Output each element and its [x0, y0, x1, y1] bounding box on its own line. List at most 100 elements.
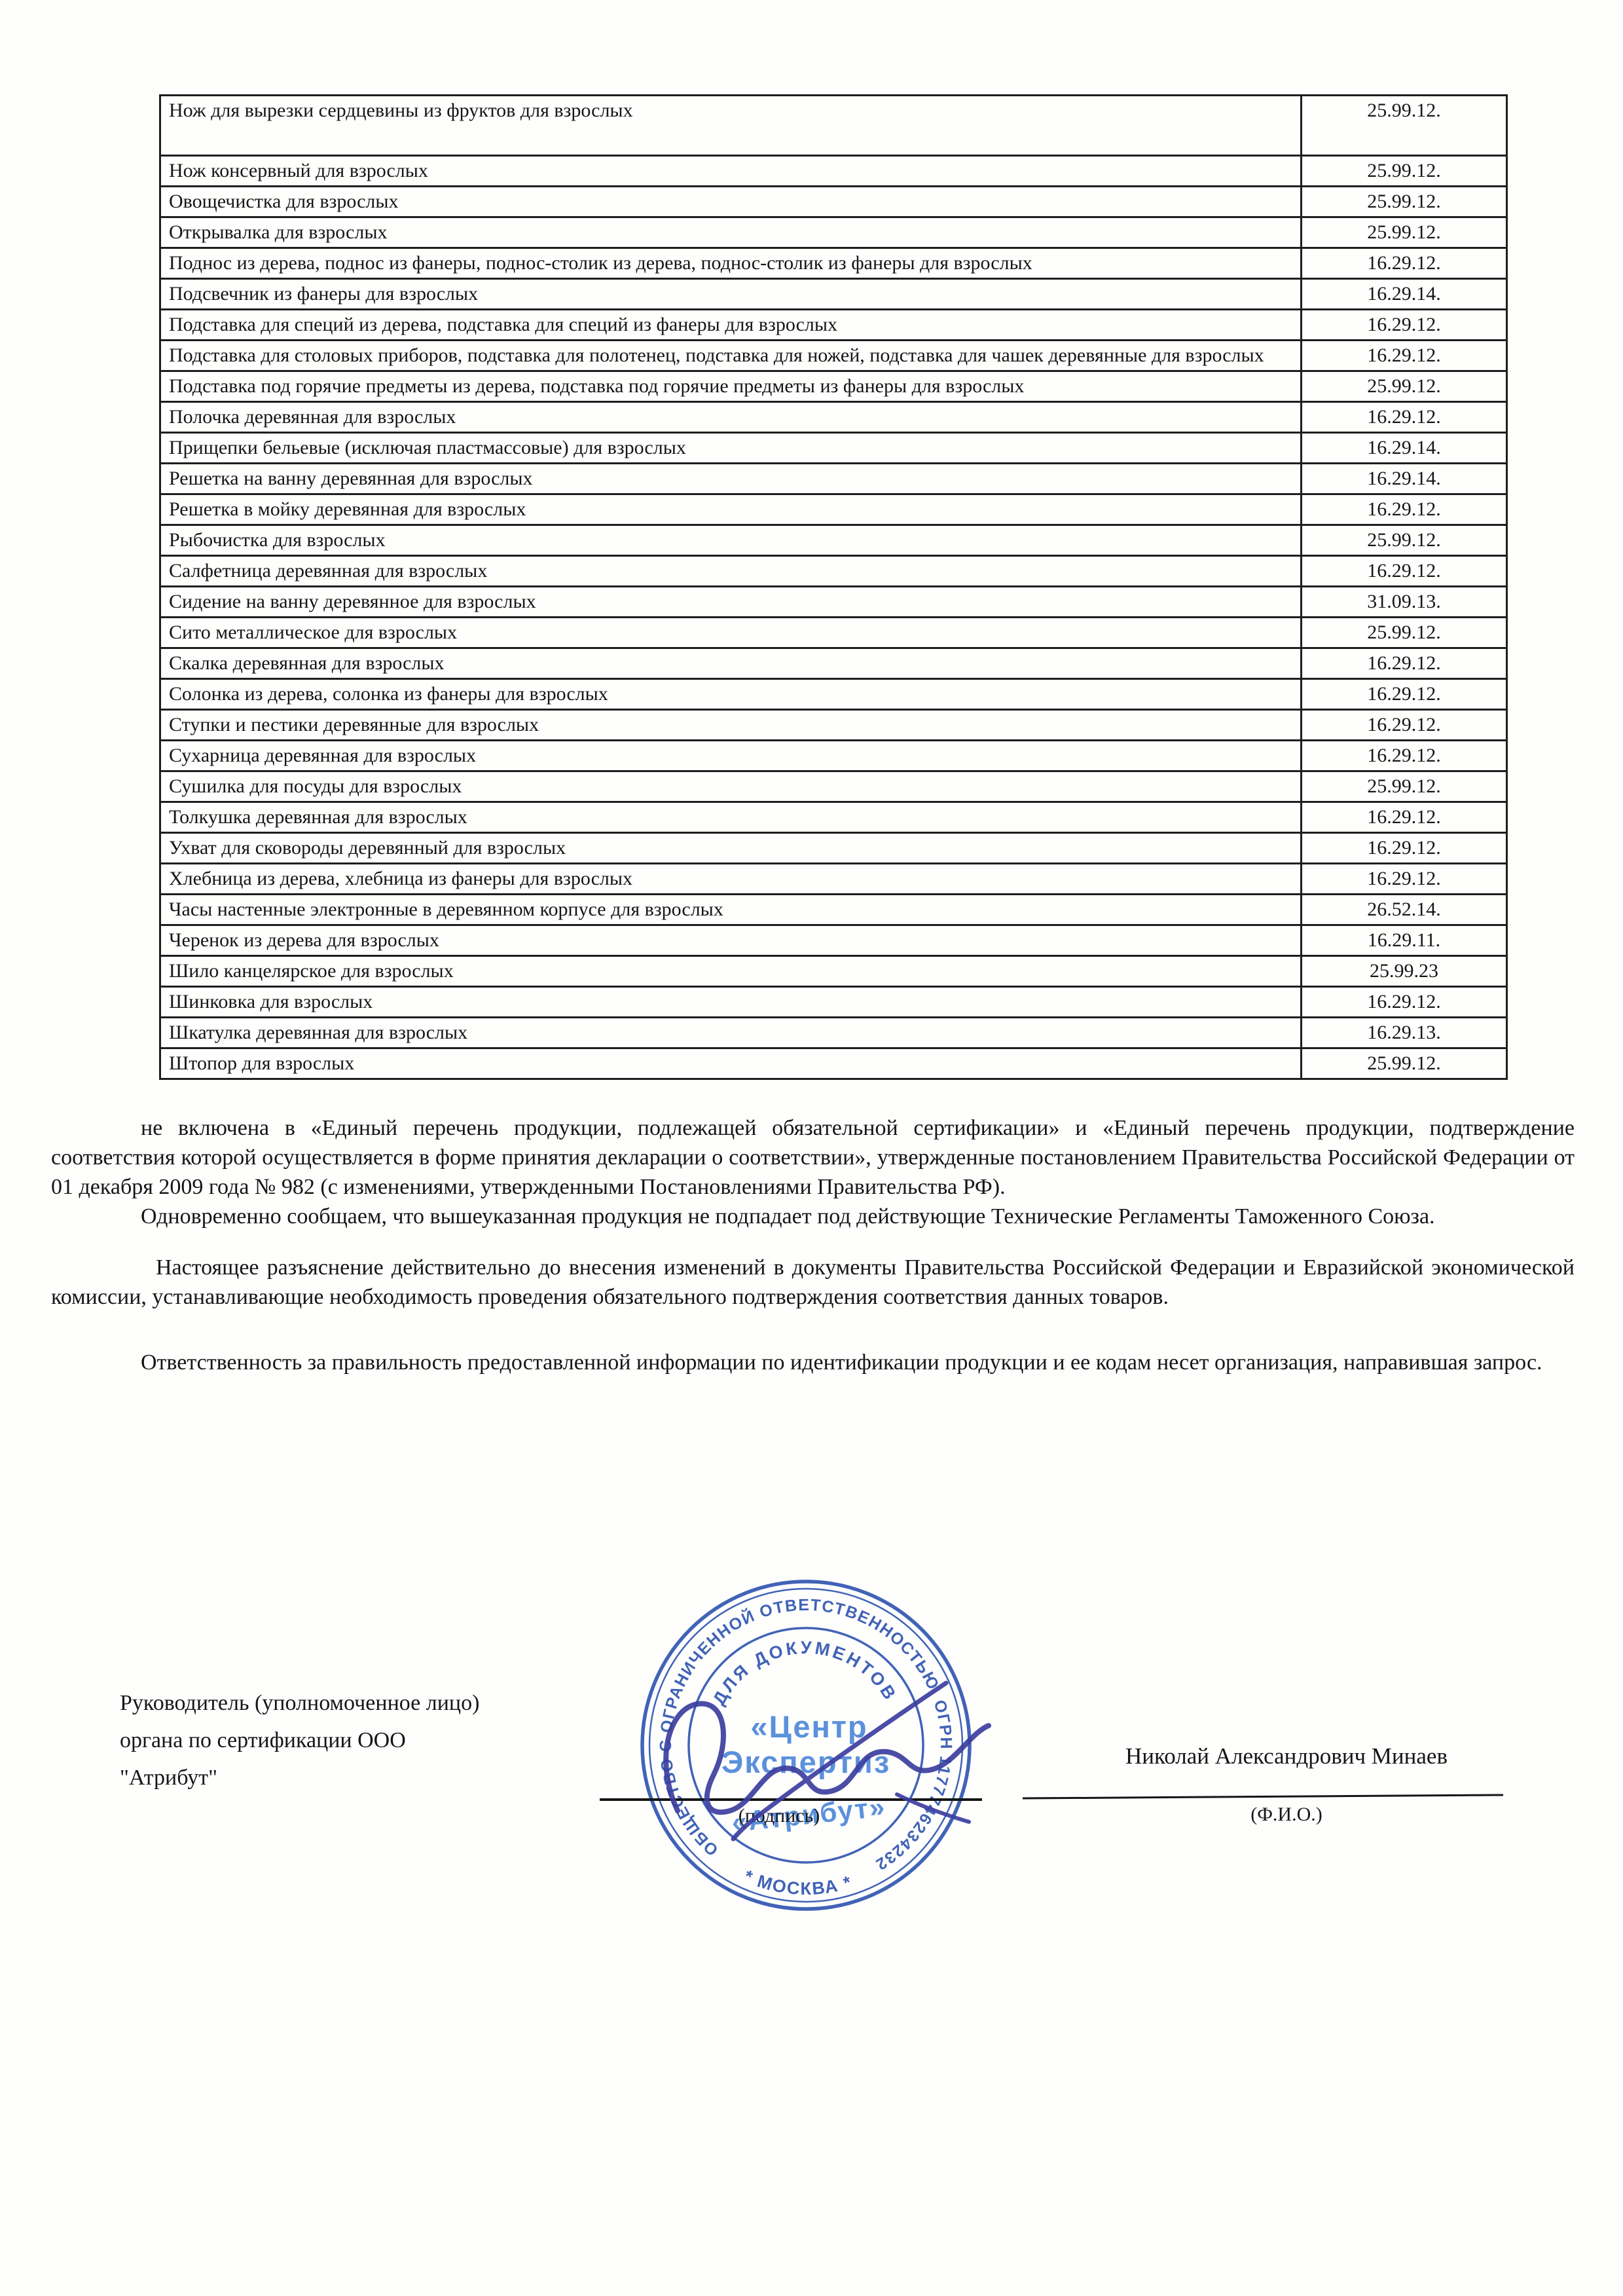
table-row: Подставка для специй из дерева, подставк…	[159, 308, 1508, 341]
company-stamp: ОБЩЕСТВО С ОГРАНИЧЕННОЙ ОТВЕТСТВЕННОСТЬЮ…	[640, 1580, 972, 1911]
product-code-cell: 25.99.12.	[1300, 216, 1508, 249]
table-row: Сидение на ванну деревянное для взрослых…	[159, 585, 1508, 618]
product-code-cell: 25.99.23	[1300, 955, 1508, 988]
product-name-cell: Черенок из дерева для взрослых	[159, 924, 1302, 957]
product-code-cell: 25.99.12.	[1300, 616, 1508, 649]
table-row: Овощечистка для взрослых 25.99.12.	[159, 185, 1508, 218]
product-name-cell: Сухарница деревянная для взрослых	[159, 739, 1302, 772]
paragraph-responsibility: Ответственность за правильность предоста…	[141, 1350, 1542, 1375]
table-row: Решетка на ванну деревянная для взрослых…	[159, 462, 1508, 495]
signer-title-block: Руководитель (уполномоченное лицо) орган…	[120, 1684, 479, 1796]
product-code-cell: 25.99.12.	[1300, 155, 1508, 187]
table-row: Открывалка для взрослых 25.99.12.	[159, 216, 1508, 249]
product-name-cell: Скалка деревянная для взрослых	[159, 647, 1302, 680]
product-name-cell: Шинковка для взрослых	[159, 986, 1302, 1018]
table-row: Подставка для столовых приборов, подстав…	[159, 339, 1508, 372]
table-row: Ступки и пестики деревянные для взрослых…	[159, 709, 1508, 741]
product-name-cell: Поднос из дерева, поднос из фанеры, подн…	[159, 247, 1302, 280]
handwritten-signature	[663, 1680, 991, 1842]
product-code-cell: 16.29.13.	[1300, 1016, 1508, 1049]
table-row: Подставка под горячие предметы из дерева…	[159, 370, 1508, 403]
product-code-cell: 16.29.12.	[1300, 801, 1508, 834]
product-name-cell: Толкушка деревянная для взрослых	[159, 801, 1302, 834]
product-name-cell: Ухват для сковороды деревянный для взрос…	[159, 832, 1302, 864]
product-code-cell: 16.29.14.	[1300, 462, 1508, 495]
product-name-cell: Нож для вырезки сердцевины из фруктов дл…	[159, 94, 1302, 157]
product-name-cell: Шкатулка деревянная для взрослых	[159, 1016, 1302, 1049]
letter-body: не включена в «Единый перечень продукции…	[51, 1113, 1575, 1377]
product-name-cell: Сидение на ванну деревянное для взрослых	[159, 585, 1302, 618]
table-row: Шинковка для взрослых 16.29.12.	[159, 986, 1508, 1018]
product-code-cell: 16.29.12.	[1300, 709, 1508, 741]
product-name-cell: Сито металлическое для взрослых	[159, 616, 1302, 649]
product-code-table: Нож для вырезки сердцевины из фруктов дл…	[159, 94, 1508, 1080]
table-row: Полочка деревянная для взрослых 16.29.12.	[159, 401, 1508, 434]
product-code-cell: 16.29.12.	[1300, 493, 1508, 526]
product-name-cell: Решетка в мойку деревянная для взрослых	[159, 493, 1302, 526]
product-name-cell: Подсвечник из фанеры для взрослых	[159, 278, 1302, 310]
product-code-cell: 16.29.12.	[1300, 986, 1508, 1018]
table-row: Ухват для сковороды деревянный для взрос…	[159, 832, 1508, 864]
signer-title-line2: органа по сертификации ООО	[120, 1728, 406, 1752]
table-row: Хлебница из дерева, хлебница из фанеры д…	[159, 862, 1508, 895]
table-row: Салфетница деревянная для взрослых 16.29.…	[159, 555, 1508, 587]
product-table-body: Нож для вырезки сердцевины из фруктов дл…	[159, 94, 1508, 1080]
product-code-cell: 16.29.12.	[1300, 339, 1508, 372]
product-name-cell: Прищепки бельевые (исключая пластмассовы…	[159, 432, 1302, 464]
signer-name: Николай Александрович Минаев	[1125, 1743, 1448, 1769]
table-row: Рыбочистка для взрослых 25.99.12.	[159, 524, 1508, 557]
table-row: Солонка из дерева, солонка из фанеры для…	[159, 678, 1508, 711]
product-code-cell: 16.29.11.	[1300, 924, 1508, 957]
product-code-cell: 25.99.12.	[1300, 524, 1508, 557]
signer-title-line1: Руководитель (уполномоченное лицо)	[120, 1691, 480, 1715]
fio-line	[1022, 1794, 1504, 1800]
product-code-cell: 31.09.13.	[1300, 585, 1508, 618]
table-row: Прищепки бельевые (исключая пластмассовы…	[159, 432, 1508, 464]
product-code-cell: 16.29.14.	[1300, 432, 1508, 464]
product-name-cell: Рыбочистка для взрослых	[159, 524, 1302, 557]
product-code-cell: 25.99.12.	[1300, 370, 1508, 403]
product-name-cell: Часы настенные электронные в деревянном …	[159, 893, 1302, 926]
product-name-cell: Подставка под горячие предметы из дерева…	[159, 370, 1302, 403]
table-row: Толкушка деревянная для взрослых 16.29.12…	[159, 801, 1508, 834]
product-code-cell: 25.99.12.	[1300, 770, 1508, 803]
product-code-cell: 16.29.12.	[1300, 862, 1508, 895]
table-row: Черенок из дерева для взрослых 16.29.11.	[159, 924, 1508, 957]
table-row: Подсвечник из фанеры для взрослых 16.29.1…	[159, 278, 1508, 310]
product-name-cell: Солонка из дерева, солонка из фанеры для…	[159, 678, 1302, 711]
product-name-cell: Штопор для взрослых	[159, 1047, 1302, 1080]
product-name-cell: Нож консервный для взрослых	[159, 155, 1302, 187]
table-row: Решетка в мойку деревянная для взрослых 1…	[159, 493, 1508, 526]
paragraph-certification-lists: не включена в «Единый перечень продукции…	[51, 1116, 1575, 1199]
product-code-cell: 25.99.12.	[1300, 1047, 1508, 1080]
product-code-cell: 16.29.12.	[1300, 739, 1508, 772]
product-code-cell: 16.29.12.	[1300, 832, 1508, 864]
stamp-core-circle	[687, 1627, 924, 1864]
product-code-cell: 25.99.12.	[1300, 185, 1508, 218]
product-name-cell: Подставка для специй из дерева, подставк…	[159, 308, 1302, 341]
table-row: Сухарница деревянная для взрослых 16.29.1…	[159, 739, 1508, 772]
product-code-cell: 26.52.14.	[1300, 893, 1508, 926]
signer-title-line3: "Атрибут"	[120, 1766, 217, 1790]
signature-stroke-tail	[895, 1792, 971, 1824]
product-name-cell: Салфетница деревянная для взрослых	[159, 555, 1302, 587]
product-code-cell: 16.29.12.	[1300, 555, 1508, 587]
fio-caption: (Ф.И.О.)	[1250, 1804, 1322, 1825]
table-row: Шкатулка деревянная для взрослых 16.29.13…	[159, 1016, 1508, 1049]
table-row: Шило канцелярское для взрослых 25.99.23	[159, 955, 1508, 988]
product-name-cell: Шило канцелярское для взрослых	[159, 955, 1302, 988]
signature-line	[600, 1798, 982, 1801]
product-name-cell: Открывалка для взрослых	[159, 216, 1302, 249]
product-code-cell: 16.29.12.	[1300, 308, 1508, 341]
product-code-cell: 16.29.14.	[1300, 278, 1508, 310]
stamp-outer-circle	[640, 1580, 972, 1911]
table-row: Поднос из дерева, поднос из фанеры, подн…	[159, 247, 1508, 280]
product-name-cell: Сушилка для посуды для взрослых	[159, 770, 1302, 803]
table-row: Часы настенные электронные в деревянном …	[159, 893, 1508, 926]
stamp-center-line1: «Центр	[750, 1709, 867, 1744]
table-row: Нож для вырезки сердцевины из фруктов дл…	[159, 94, 1508, 157]
product-code-cell: 16.29.12.	[1300, 647, 1508, 680]
product-code-cell: 16.29.12.	[1300, 401, 1508, 434]
product-code-cell: 16.29.12.	[1300, 247, 1508, 280]
